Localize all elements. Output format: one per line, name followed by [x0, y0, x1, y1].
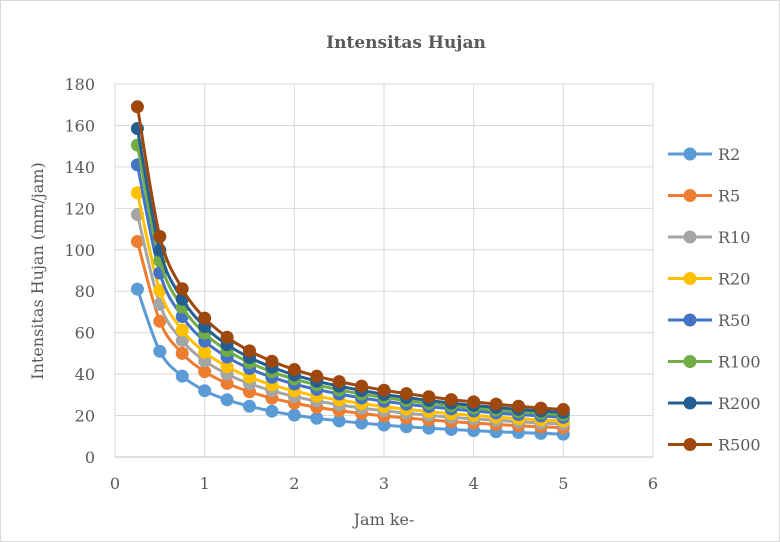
legend-item-r100: R100: [668, 353, 761, 372]
legend-label: R50: [718, 311, 750, 330]
legend-swatch-marker: [683, 355, 697, 368]
legend-label: R100: [718, 353, 761, 372]
chart-title: Intensitas Hujan: [326, 33, 486, 53]
data-point: [175, 346, 189, 360]
data-point: [220, 393, 234, 407]
legend-label: R5: [718, 187, 740, 206]
legend-item-r20: R20: [668, 270, 750, 289]
y-tick-label: 120: [64, 199, 95, 218]
data-point: [198, 365, 212, 379]
x-tick-label: 2: [289, 474, 299, 493]
y-tick-label: 160: [64, 116, 95, 135]
data-point: [310, 369, 324, 383]
x-tick-label: 4: [469, 474, 479, 493]
series-r500: [130, 100, 570, 417]
data-point: [153, 230, 167, 244]
data-point: [130, 282, 144, 296]
y-tick-label: 100: [64, 241, 95, 260]
data-point: [287, 408, 301, 422]
data-point: [153, 344, 167, 358]
data-point: [399, 387, 413, 401]
legend-label: R10: [718, 228, 750, 247]
series-r2: [130, 282, 570, 441]
legend-item-r10: R10: [668, 228, 750, 247]
data-point: [332, 414, 346, 428]
data-point: [175, 334, 189, 348]
legend-item-r50: R50: [668, 311, 750, 330]
data-point: [220, 376, 234, 390]
legend-item-r500: R500: [668, 436, 761, 455]
data-point: [332, 375, 346, 389]
data-point: [355, 416, 369, 430]
data-point: [377, 383, 391, 397]
data-point: [444, 393, 458, 407]
data-point: [467, 395, 481, 409]
legend-label: R200: [718, 394, 761, 413]
series-group: [130, 100, 570, 441]
data-point: [489, 397, 503, 411]
data-point: [422, 390, 436, 404]
data-point: [198, 345, 212, 359]
x-tick-label: 5: [558, 474, 568, 493]
data-point: [355, 379, 369, 393]
legend-swatch-marker: [683, 230, 697, 244]
data-point: [198, 311, 212, 325]
legend-swatch-marker: [683, 272, 697, 285]
data-point: [265, 354, 279, 368]
y-tick-label: 80: [75, 282, 95, 301]
y-tick-label: 60: [75, 324, 95, 343]
data-point: [243, 344, 256, 358]
data-point: [220, 360, 234, 374]
legend-label: R500: [718, 436, 761, 455]
data-point: [198, 384, 212, 398]
data-point: [153, 284, 167, 298]
x-tick-label: 3: [379, 474, 389, 493]
legend-label: R2: [718, 145, 740, 164]
data-point: [512, 399, 525, 413]
legend-item-r200: R200: [668, 394, 761, 413]
gridlines: [115, 83, 654, 457]
data-point: [556, 403, 570, 417]
data-point: [153, 314, 167, 328]
x-tick-label: 0: [110, 474, 120, 493]
legend-swatch-marker: [683, 438, 697, 451]
data-point: [377, 418, 391, 432]
data-point: [265, 404, 279, 418]
legend-item-r2: R2: [668, 145, 740, 164]
legend: R2 R5 R10 R20 R50 R100 R200 R500: [668, 145, 761, 455]
data-point: [175, 369, 189, 383]
data-point: [175, 282, 189, 296]
y-axis-label: Intensitas Hujan (mm/jam): [28, 162, 47, 379]
data-point: [534, 401, 548, 415]
y-tick-label: 180: [64, 75, 95, 94]
data-point: [243, 399, 256, 413]
legend-swatch-marker: [683, 396, 697, 410]
data-point: [287, 363, 301, 377]
y-tick-label: 20: [75, 407, 95, 426]
y-tick-label: 140: [64, 158, 95, 177]
series-r100: [130, 138, 570, 422]
data-point: [130, 100, 144, 114]
x-tick-label: 1: [200, 474, 210, 493]
legend-swatch-marker: [683, 147, 697, 161]
x-axis-label: Jam ke-: [352, 510, 415, 529]
legend-swatch-marker: [683, 189, 697, 202]
data-point: [130, 234, 144, 248]
legend-item-r5: R5: [668, 187, 740, 206]
axes: 0 20 40 60 80 100 120 140 160 180 0 1 2 3 4 5 6: [64, 75, 658, 493]
y-tick-label: 0: [85, 448, 95, 467]
data-point: [175, 323, 189, 337]
data-point: [220, 330, 234, 344]
y-tick-label: 40: [75, 365, 95, 384]
x-tick-label: 6: [648, 474, 658, 493]
legend-label: R20: [718, 270, 750, 289]
legend-swatch-marker: [683, 313, 697, 327]
data-point: [310, 411, 324, 425]
